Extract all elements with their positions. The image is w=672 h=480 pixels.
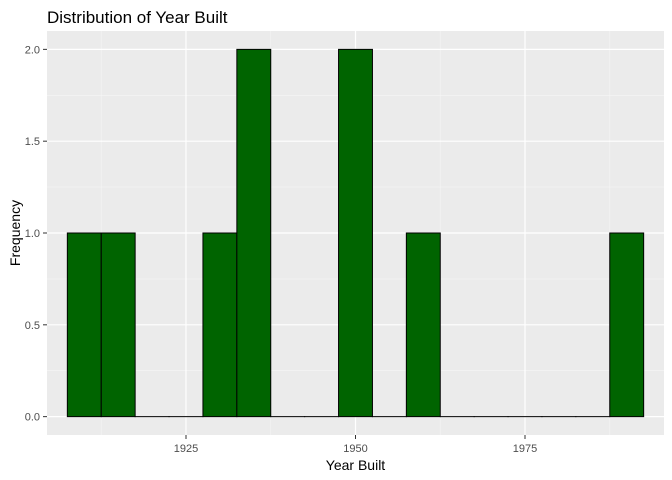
histogram-bar (405, 232, 441, 418)
histogram-bar (202, 232, 238, 418)
x-tick-label: 1950 (343, 443, 367, 455)
histogram-bar (100, 232, 136, 418)
x-axis-title: Year Built (326, 457, 386, 473)
y-tick-label: 2.0 (25, 44, 40, 56)
y-tick-label: 1.5 (25, 136, 40, 148)
y-tick-label: 0.5 (25, 320, 40, 332)
x-tick-label: 1975 (513, 443, 537, 455)
x-tick-label: 1925 (174, 443, 198, 455)
histogram-bar (236, 48, 272, 418)
chart-title: Distribution of Year Built (47, 8, 228, 27)
y-axis: 0.0 0.5 1.0 1.5 2.0 (25, 44, 47, 424)
histogram-bar (338, 48, 373, 418)
histogram-bar (66, 232, 102, 418)
y-axis-title: Frequency (7, 200, 23, 266)
y-tick-label: 1.0 (25, 228, 40, 240)
x-axis: 1925 1950 1975 (174, 435, 537, 455)
histogram-bars (66, 48, 645, 418)
histogram-bar (609, 232, 645, 418)
y-tick-label: 0.0 (25, 412, 40, 424)
